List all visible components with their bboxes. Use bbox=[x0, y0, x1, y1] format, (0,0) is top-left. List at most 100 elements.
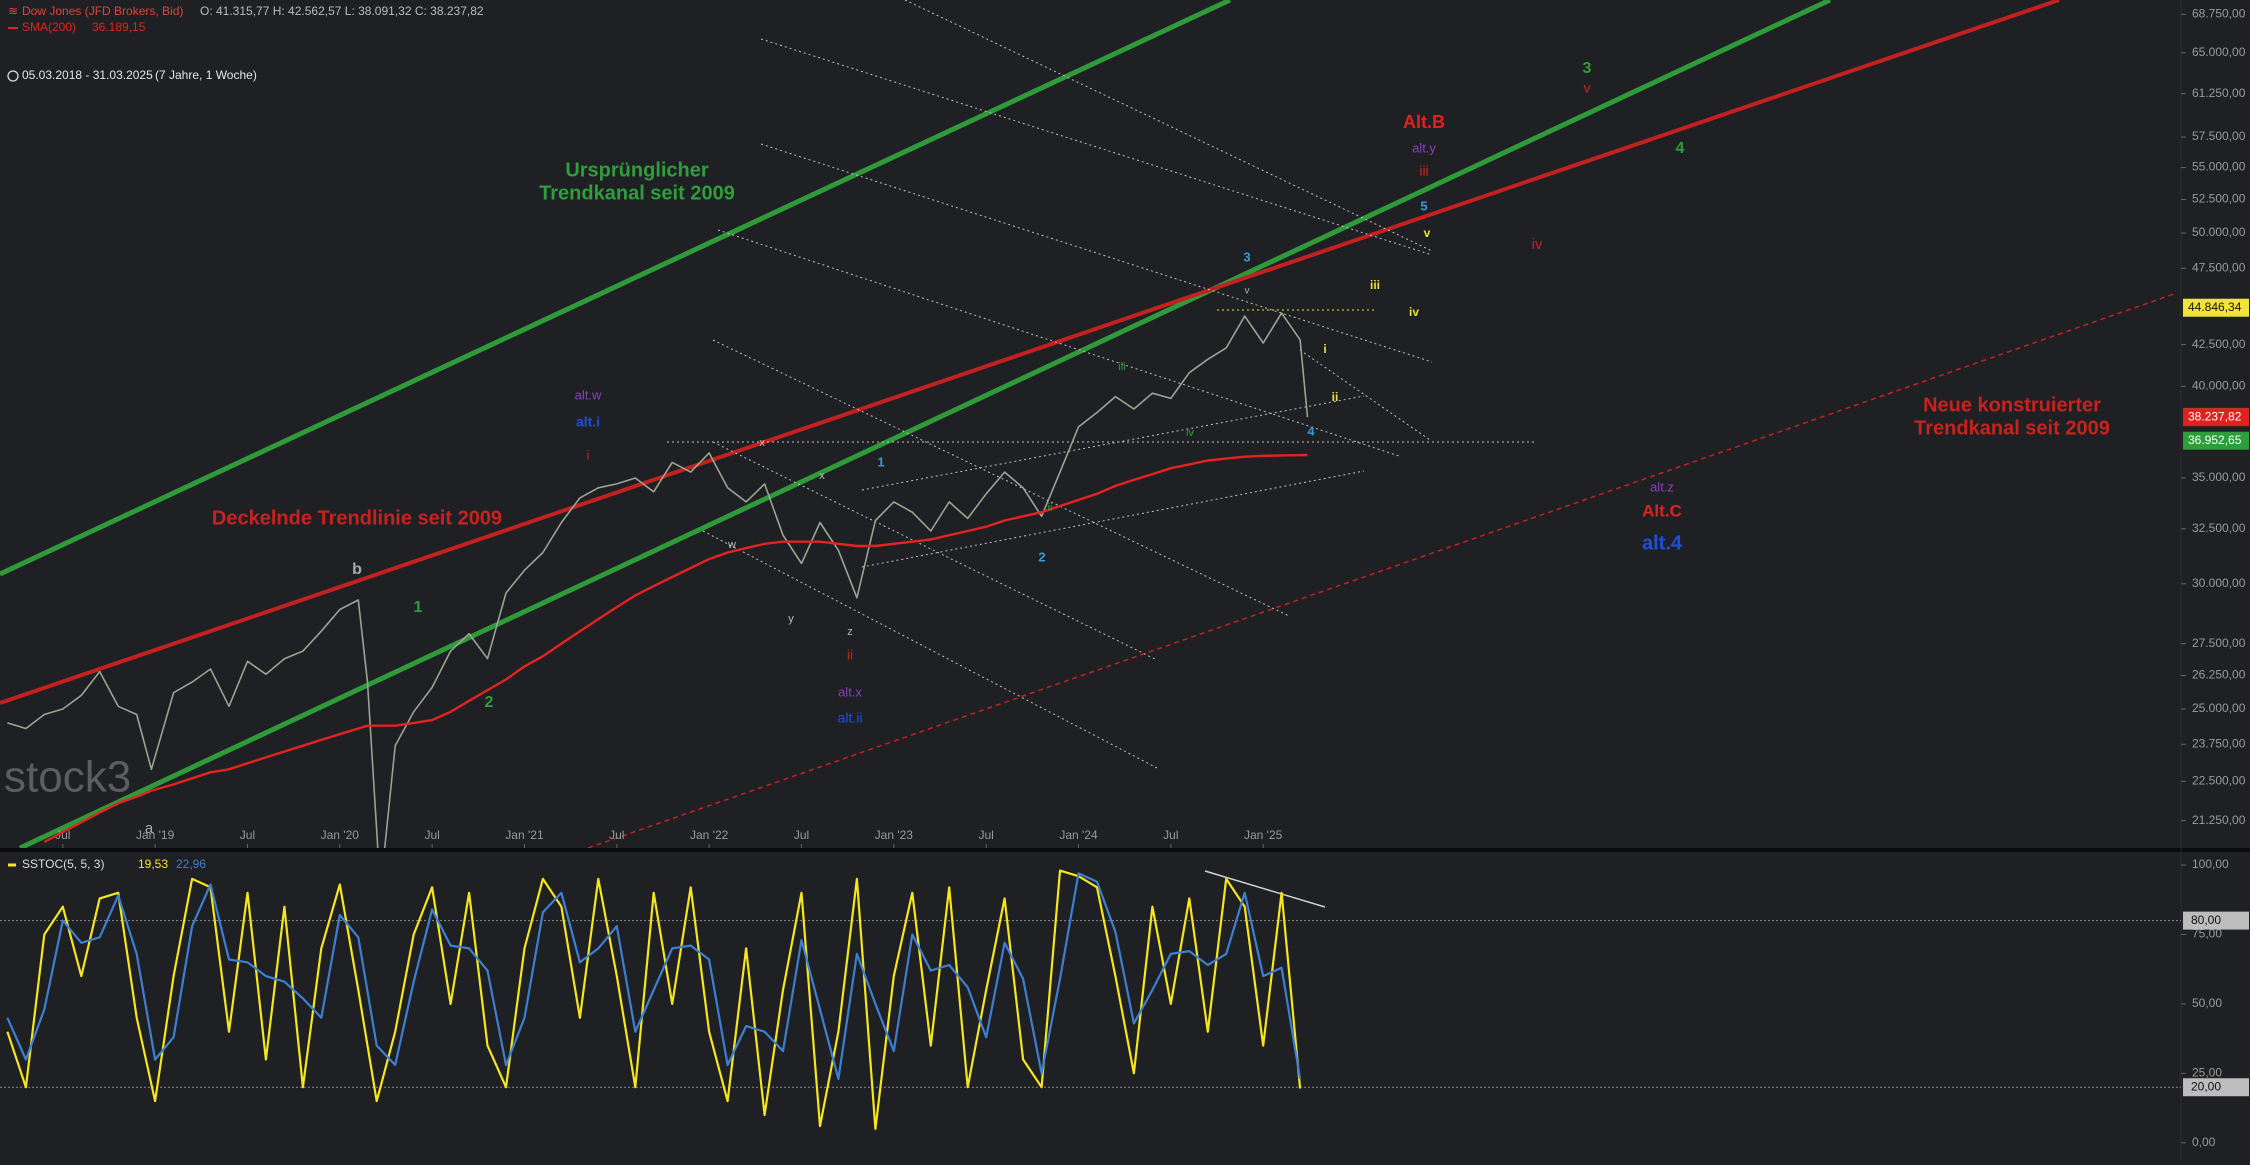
price-tag bbox=[2183, 298, 2249, 317]
series-line bbox=[6, 869, 1302, 1130]
annotation: alt.i bbox=[576, 414, 600, 430]
annotation: 4 bbox=[1676, 140, 1685, 157]
annotation: iii bbox=[1419, 163, 1428, 179]
series-line bbox=[6, 872, 1302, 1080]
header: ≋ Dow Jones (JFD Brokers, Bid) O: 41.315… bbox=[4, 4, 484, 801]
annotation: x bbox=[759, 437, 765, 449]
y-tick-label: 26.250,00 bbox=[2192, 668, 2246, 682]
trend-line bbox=[0, 0, 2060, 705]
x-tick-label: Jan '22 bbox=[690, 828, 729, 842]
x-tick-label: Jul bbox=[794, 828, 809, 842]
annotation: v bbox=[1584, 80, 1591, 96]
annotation: z bbox=[847, 626, 853, 638]
level-tag-label: 80,00 bbox=[2191, 913, 2221, 927]
annotation: alt.4 bbox=[1642, 532, 1683, 554]
y-tick-label: 75,00 bbox=[2192, 927, 2222, 941]
y-tick-label: 30.000,00 bbox=[2192, 576, 2246, 590]
trend-lines bbox=[0, 0, 2175, 848]
y-tick-label: 47.500,00 bbox=[2192, 260, 2246, 274]
x-tick-label: Jan '20 bbox=[321, 828, 360, 842]
y-tick-label: 40.000,00 bbox=[2192, 378, 2246, 392]
y-tick-label: 0,00 bbox=[2192, 1135, 2216, 1149]
annotation: v bbox=[1424, 226, 1431, 240]
sma-legend: SMA(200) bbox=[22, 20, 76, 34]
price-tag bbox=[2183, 408, 2249, 427]
trend-line bbox=[0, 0, 1232, 577]
x-tick-label: Jul bbox=[55, 828, 70, 842]
x-tick-label: Jan '19 bbox=[136, 828, 175, 842]
annotation: b bbox=[352, 561, 362, 578]
x-tick-label: Jan '25 bbox=[1244, 828, 1283, 842]
y-tick-label: 61.250,00 bbox=[2192, 86, 2246, 100]
channel-line bbox=[904, 0, 1433, 252]
level-tag bbox=[2183, 911, 2249, 930]
annotation: iv bbox=[1409, 305, 1419, 319]
annotation: Deckelnde Trendlinie seit 2009 bbox=[212, 507, 502, 529]
y-tick-label: 52.500,00 bbox=[2192, 192, 2246, 206]
price-tag-label: 44.846,34 bbox=[2188, 300, 2242, 314]
clock-icon bbox=[7, 70, 19, 82]
annotation: ii bbox=[1048, 502, 1053, 514]
annotation: alt.x bbox=[838, 684, 862, 699]
annotation: Ursprünglicher bbox=[565, 159, 709, 181]
annotation: 2 bbox=[1038, 549, 1045, 564]
annotation: Alt.B bbox=[1403, 112, 1445, 132]
legend-value: 22,96 bbox=[176, 857, 206, 871]
annotation: alt.z bbox=[1650, 479, 1674, 494]
level-tag-label: 20,00 bbox=[2191, 1079, 2221, 1093]
annotation: 1 bbox=[877, 454, 884, 469]
channel-line bbox=[712, 339, 1290, 617]
oscillator-trend-line bbox=[1204, 870, 1326, 908]
annotation: v bbox=[1245, 286, 1250, 297]
y-tick-label: 100,00 bbox=[2192, 857, 2229, 871]
period: (7 Jahre, 1 Woche) bbox=[155, 68, 257, 82]
trend-line bbox=[587, 293, 2175, 848]
y-tick-label: 35.000,00 bbox=[2192, 470, 2246, 484]
annotation: iii bbox=[1118, 361, 1125, 373]
channel-line bbox=[861, 470, 1365, 568]
series-line bbox=[7, 312, 1309, 848]
annotation: 3 bbox=[1583, 60, 1592, 77]
annotation: iv bbox=[1532, 236, 1543, 253]
legend-title: SSTOC(5, 5, 3) bbox=[22, 857, 104, 871]
sma-legend-value: 36.189,15 bbox=[92, 20, 146, 34]
y-tick-label: 23.750,00 bbox=[2192, 736, 2246, 750]
annotation: Trendkanal seit 2009 bbox=[1914, 417, 2110, 439]
x-tick-label: Jul bbox=[424, 828, 439, 842]
header-icon: ≋ bbox=[8, 4, 18, 18]
y-tick-label: 42.500,00 bbox=[2192, 337, 2246, 351]
channel-line bbox=[702, 530, 1158, 769]
price-tag bbox=[2183, 431, 2249, 450]
y-tick-label: 55.000,00 bbox=[2192, 160, 2246, 174]
annotation: 4 bbox=[1307, 423, 1315, 438]
x-tick-label: Jul bbox=[978, 828, 993, 842]
x-tick-label: Jan '24 bbox=[1059, 828, 1098, 842]
ohlc: O: 41.315,77 H: 42.562,57 L: 38.091,32 C… bbox=[200, 4, 484, 18]
annotation: y bbox=[788, 613, 794, 625]
annotation: w bbox=[727, 539, 736, 551]
legend-value: 19,53 bbox=[138, 857, 168, 871]
annotation: 2 bbox=[485, 694, 494, 711]
annotation: alt.w bbox=[575, 387, 602, 402]
x-tick-label: Jul bbox=[609, 828, 624, 842]
annotation: x bbox=[819, 470, 825, 482]
x-tick-label: Jul bbox=[1163, 828, 1178, 842]
annotation: 5 bbox=[1420, 198, 1427, 213]
date-range: 05.03.2018 - 31.03.2025 bbox=[22, 68, 153, 82]
x-tick-label: Jan '21 bbox=[505, 828, 544, 842]
price-tag-label: 36.952,65 bbox=[2188, 433, 2242, 447]
y-tick-label: 50.000,00 bbox=[2192, 225, 2246, 239]
y-tick-label: 21.250,00 bbox=[2192, 813, 2246, 827]
series-line bbox=[43, 453, 1308, 844]
annotation: iv bbox=[1186, 427, 1194, 439]
annotation: i bbox=[587, 447, 590, 462]
channel-line bbox=[1299, 349, 1431, 441]
annotation: Trendkanal seit 2009 bbox=[539, 182, 735, 204]
y-tick-label: 27.500,00 bbox=[2192, 636, 2246, 650]
annotation: ii bbox=[847, 647, 853, 663]
annotation: 3 bbox=[1243, 249, 1250, 264]
annotation: ii bbox=[1332, 390, 1339, 404]
annotation: iii bbox=[1370, 278, 1380, 292]
